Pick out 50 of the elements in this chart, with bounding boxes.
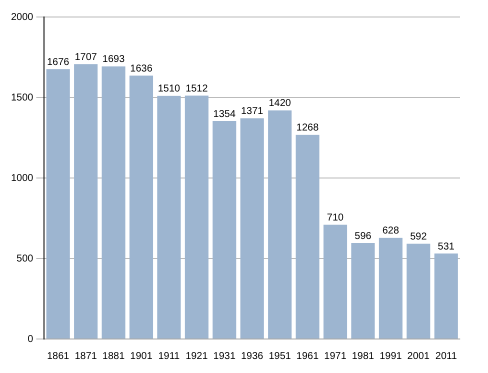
- bar: [129, 76, 154, 338]
- data-label: 710: [326, 212, 344, 224]
- bar: [46, 69, 70, 338]
- data-label: 628: [382, 226, 400, 237]
- x-tick-label: 1921: [186, 350, 208, 362]
- x-tick-label: 2011: [435, 350, 458, 362]
- data-label: 1693: [102, 54, 126, 66]
- bar: [351, 243, 375, 338]
- bar: [434, 254, 458, 338]
- x-tick-label: 1961: [296, 350, 320, 362]
- x-tick-label: 1936: [241, 350, 264, 362]
- bar: [296, 134, 320, 338]
- x-tick-label: 1981: [352, 350, 375, 362]
- data-label: 1512: [186, 83, 208, 94]
- bar: [184, 96, 208, 338]
- y-tick-label: 0: [28, 334, 34, 345]
- bar: [212, 121, 236, 338]
- data-label: 1676: [46, 56, 70, 68]
- x-tick-label: 1881: [102, 350, 126, 362]
- x-tick-label: 1971: [324, 350, 347, 362]
- data-label: 1707: [74, 52, 98, 63]
- x-tick-label: 1911: [158, 350, 180, 362]
- bar: [268, 110, 292, 338]
- data-label: 1420: [268, 98, 292, 110]
- y-tick-label: 2000: [10, 12, 34, 23]
- bar: [240, 118, 264, 338]
- bar: [323, 224, 348, 338]
- data-label: 1510: [158, 84, 181, 95]
- x-tick-label: 1991: [380, 350, 402, 362]
- x-tick-label: 2001: [407, 350, 430, 362]
- data-label: 592: [410, 231, 428, 242]
- y-tick-label: 1000: [10, 172, 34, 184]
- data-label: 1371: [241, 106, 264, 118]
- bar: [102, 66, 126, 338]
- data-label: 1636: [130, 63, 153, 74]
- x-tick-label: 1901: [130, 350, 153, 362]
- y-tick-label: 500: [16, 253, 34, 264]
- x-tick-label: 1931: [213, 350, 236, 362]
- bar: [157, 96, 181, 338]
- x-tick-label: 1861: [46, 350, 70, 362]
- y-tick-label: 1500: [10, 92, 34, 104]
- bar: [378, 238, 402, 338]
- bar: [74, 64, 98, 338]
- data-label: 531: [438, 241, 455, 252]
- x-tick-label: 1871: [74, 350, 98, 362]
- x-tick-label: 1951: [268, 350, 292, 362]
- data-label: 596: [354, 230, 372, 242]
- data-label: 1354: [213, 108, 236, 120]
- bar: [406, 244, 430, 338]
- data-label: 1268: [296, 122, 320, 134]
